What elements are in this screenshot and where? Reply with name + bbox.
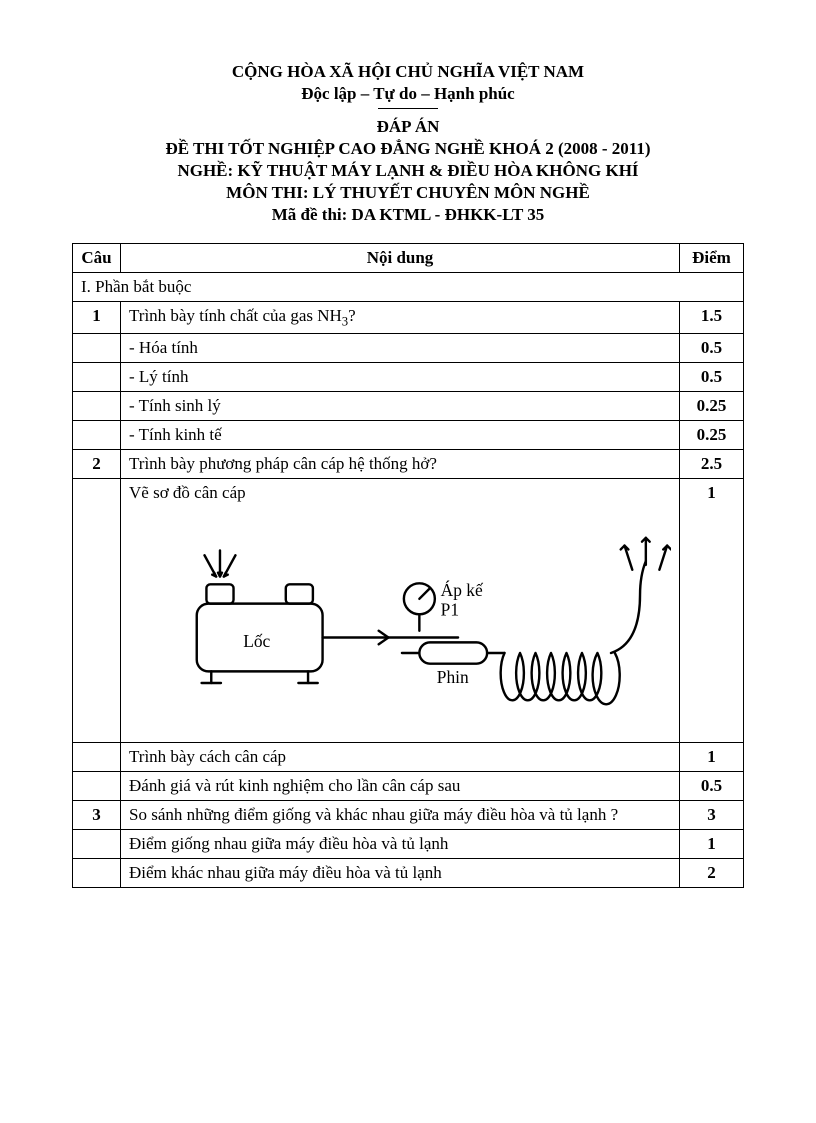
cell-points: 3 — [680, 801, 744, 830]
hdr-line7: Mã đề thi: DA KTML - ĐHKK-LT 35 — [72, 205, 744, 225]
cell-content: So sánh những điểm giống và khác nhau gi… — [121, 801, 680, 830]
label-loc: Lốc — [243, 632, 270, 652]
table-row: Trình bày cách cân cáp1 — [73, 743, 744, 772]
label-apke: Áp kế — [441, 580, 484, 600]
table-header-row: Câu Nội dung Điểm — [73, 244, 744, 273]
cell-question-number — [73, 392, 121, 421]
cell-content: Trình bày tính chất của gas NH3? — [121, 302, 680, 334]
cell-content: - Tính kinh tế — [121, 421, 680, 450]
cell-content: Vẽ sơ đồ cân cáp — [121, 479, 680, 743]
label-phin: Phin — [437, 667, 469, 687]
cell-points: 0.5 — [680, 334, 744, 363]
section-title: I. Phần bắt buộc — [73, 273, 744, 302]
cell-content: Điểm khác nhau giữa máy điều hòa và tủ l… — [121, 859, 680, 888]
table-row: - Tính sinh lý0.25 — [73, 392, 744, 421]
table-row: Đánh giá và rút kinh nghiệm cho lần cân … — [73, 772, 744, 801]
col-diem: Điểm — [680, 244, 744, 273]
cell-points: 1 — [680, 479, 744, 743]
hdr-rule — [378, 108, 438, 109]
table-row: 3So sánh những điểm giống và khác nhau g… — [73, 801, 744, 830]
cell-content: Trình bày cách cân cáp — [121, 743, 680, 772]
table-row: - Lý tính0.5 — [73, 363, 744, 392]
cell-content: - Tính sinh lý — [121, 392, 680, 421]
cell-question-number — [73, 421, 121, 450]
cell-question-number — [73, 743, 121, 772]
cell-content: - Hóa tính — [121, 334, 680, 363]
hdr-line5: NGHỀ: KỸ THUẬT MÁY LẠNH & ĐIỀU HÒA KHÔNG… — [72, 161, 744, 181]
table-row: 1Trình bày tính chất của gas NH3?1.5 — [73, 302, 744, 334]
hdr-dapan: ĐÁP ÁN — [72, 117, 744, 137]
table-row: Điểm giống nhau giữa máy điều hòa và tủ … — [73, 830, 744, 859]
hdr-line4: ĐỀ THI TỐT NGHIỆP CAO ĐẲNG NGHỀ KHOÁ 2 (… — [72, 139, 744, 159]
cell-content: Đánh giá và rút kinh nghiệm cho lần cân … — [121, 772, 680, 801]
col-noidung: Nội dung — [121, 244, 680, 273]
section-row: I. Phần bắt buộc — [73, 273, 744, 302]
cell-points: 1 — [680, 830, 744, 859]
cell-question-number: 2 — [73, 450, 121, 479]
label-p1: P1 — [441, 600, 459, 620]
cell-points: 0.5 — [680, 772, 744, 801]
cell-points: 1.5 — [680, 302, 744, 334]
exam-table: Câu Nội dung Điểm I. Phần bắt buộc1Trình… — [72, 243, 744, 888]
cell-content: Điểm giống nhau giữa máy điều hòa và tủ … — [121, 830, 680, 859]
cell-points: 2.5 — [680, 450, 744, 479]
cell-points: 0.5 — [680, 363, 744, 392]
cell-question-number: 1 — [73, 302, 121, 334]
col-cau: Câu — [73, 244, 121, 273]
cell-content: Trình bày phương pháp cân cáp hệ thống h… — [121, 450, 680, 479]
table-row: 2Trình bày phương pháp cân cáp hệ thống … — [73, 450, 744, 479]
cell-question-number — [73, 859, 121, 888]
cell-content: - Lý tính — [121, 363, 680, 392]
table-row: - Tính kinh tế0.25 — [73, 421, 744, 450]
table-row: Vẽ sơ đồ cân cáp — [73, 479, 744, 743]
doc-header: CỘNG HÒA XÃ HỘI CHỦ NGHĨA VIỆT NAM Độc l… — [72, 62, 744, 225]
cell-points: 2 — [680, 859, 744, 888]
hdr-motto: Độc lập – Tự do – Hạnh phúc — [72, 84, 744, 104]
schematic-diagram: Lốc Áp kế P1 Phin — [129, 503, 671, 738]
cell-question-number — [73, 363, 121, 392]
hdr-country: CỘNG HÒA XÃ HỘI CHỦ NGHĨA VIỆT NAM — [72, 62, 744, 82]
table-row: - Hóa tính0.5 — [73, 334, 744, 363]
cell-question-number — [73, 334, 121, 363]
cell-points: 1 — [680, 743, 744, 772]
cell-question-number: 3 — [73, 801, 121, 830]
hdr-line6: MÔN THI: LÝ THUYẾT CHUYÊN MÔN NGHỀ — [72, 183, 744, 203]
cell-points: 0.25 — [680, 421, 744, 450]
table-row: Điểm khác nhau giữa máy điều hòa và tủ l… — [73, 859, 744, 888]
cell-question-number — [73, 772, 121, 801]
cell-question-number — [73, 479, 121, 743]
cell-points: 0.25 — [680, 392, 744, 421]
cell-question-number — [73, 830, 121, 859]
